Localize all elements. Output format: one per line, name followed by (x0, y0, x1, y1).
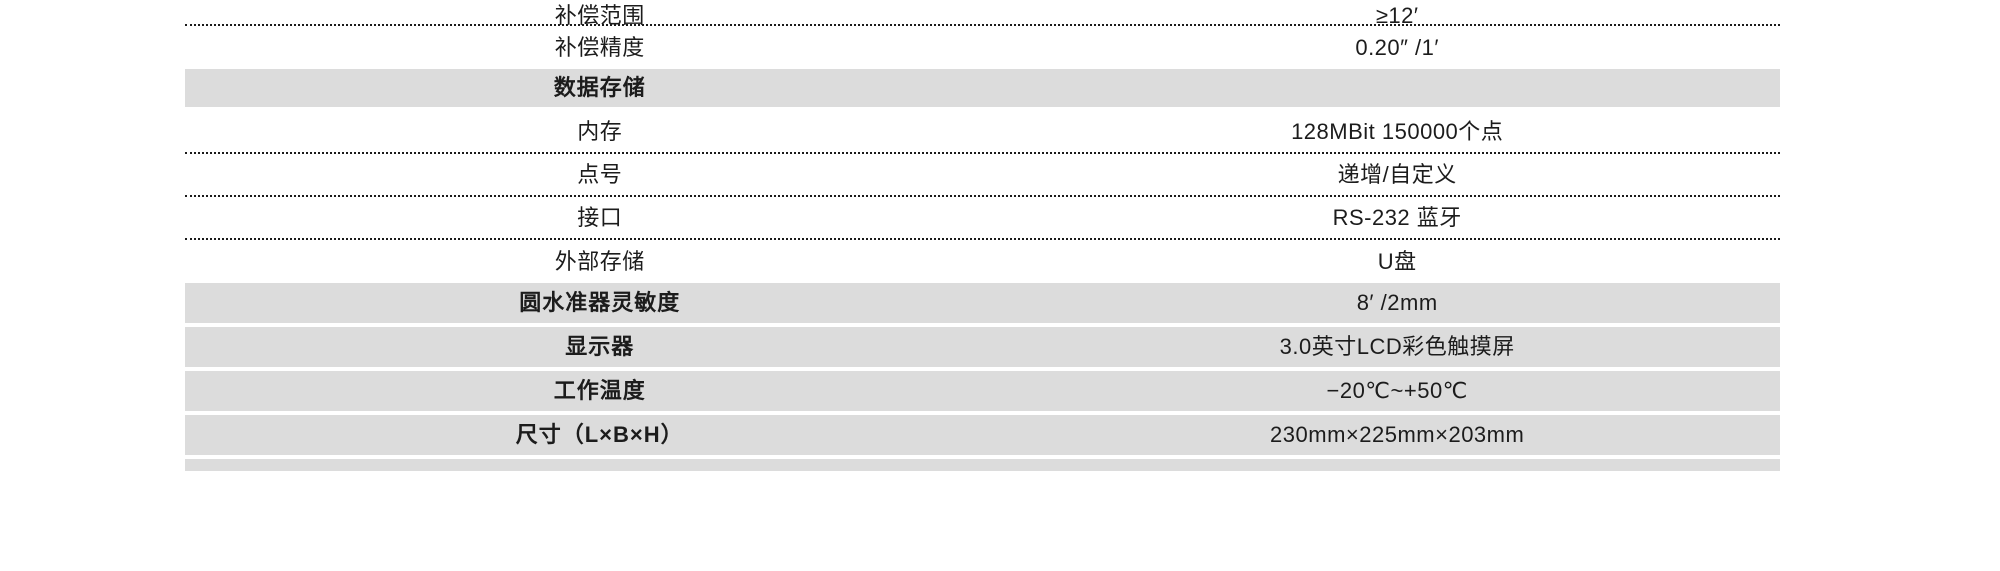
spec-value: 230mm×225mm×203mm (1270, 422, 1525, 447)
table-row: 圆水准器灵敏度 8′ /2mm (185, 283, 1780, 323)
table-row: 点号 递增/自定义 (185, 154, 1780, 197)
spec-value: RS-232 蓝牙 (1332, 204, 1462, 230)
specification-table: 补偿范围 ≥12′ 补偿精度 0.20″ /1′ 数据存储 内存 128MBit… (185, 0, 1780, 475)
table-row-partial (185, 459, 1780, 471)
table-row: 接口 RS-232 蓝牙 (185, 197, 1780, 240)
table-row: 内存 128MBit 150000个点 (185, 111, 1780, 154)
spec-value: ≥12′ (1375, 3, 1419, 28)
spec-value: 3.0英寸LCD彩色触摸屏 (1279, 334, 1515, 359)
spec-value: 递增/自定义 (1337, 161, 1457, 187)
spec-label: 工作温度 (553, 378, 646, 403)
table-row: 补偿范围 ≥12′ (185, 0, 1780, 28)
spec-label: 外部存储 (554, 248, 645, 274)
spec-value: U盘 (1377, 248, 1417, 274)
table-row: 工作温度 −20℃~+50℃ (185, 371, 1780, 411)
spec-label: 圆水准器灵敏度 (519, 290, 681, 315)
table-row: 显示器 3.0英寸LCD彩色触摸屏 (185, 327, 1780, 367)
table-row: 补偿精度 0.20″ /1′ (185, 26, 1780, 69)
spec-label: 内存 (577, 118, 623, 144)
spec-label: 显示器 (565, 334, 635, 359)
spec-label: 尺寸（L×B×H） (515, 422, 684, 447)
table-row: 外部存储 U盘 (185, 240, 1780, 283)
spec-value: 128MBit 150000个点 (1291, 118, 1504, 144)
spec-value: 0.20″ /1′ (1355, 34, 1440, 60)
spec-label: 接口 (577, 204, 623, 230)
table-section-header: 数据存储 (185, 69, 1780, 107)
spec-label: 点号 (577, 161, 623, 187)
table-row: 尺寸（L×B×H） 230mm×225mm×203mm (185, 415, 1780, 455)
spec-value: 8′ /2mm (1356, 290, 1438, 315)
spec-label: 数据存储 (553, 75, 646, 100)
spec-label: 补偿范围 (554, 3, 645, 28)
spec-label: 补偿精度 (554, 34, 645, 60)
spec-value: −20℃~+50℃ (1326, 378, 1468, 403)
